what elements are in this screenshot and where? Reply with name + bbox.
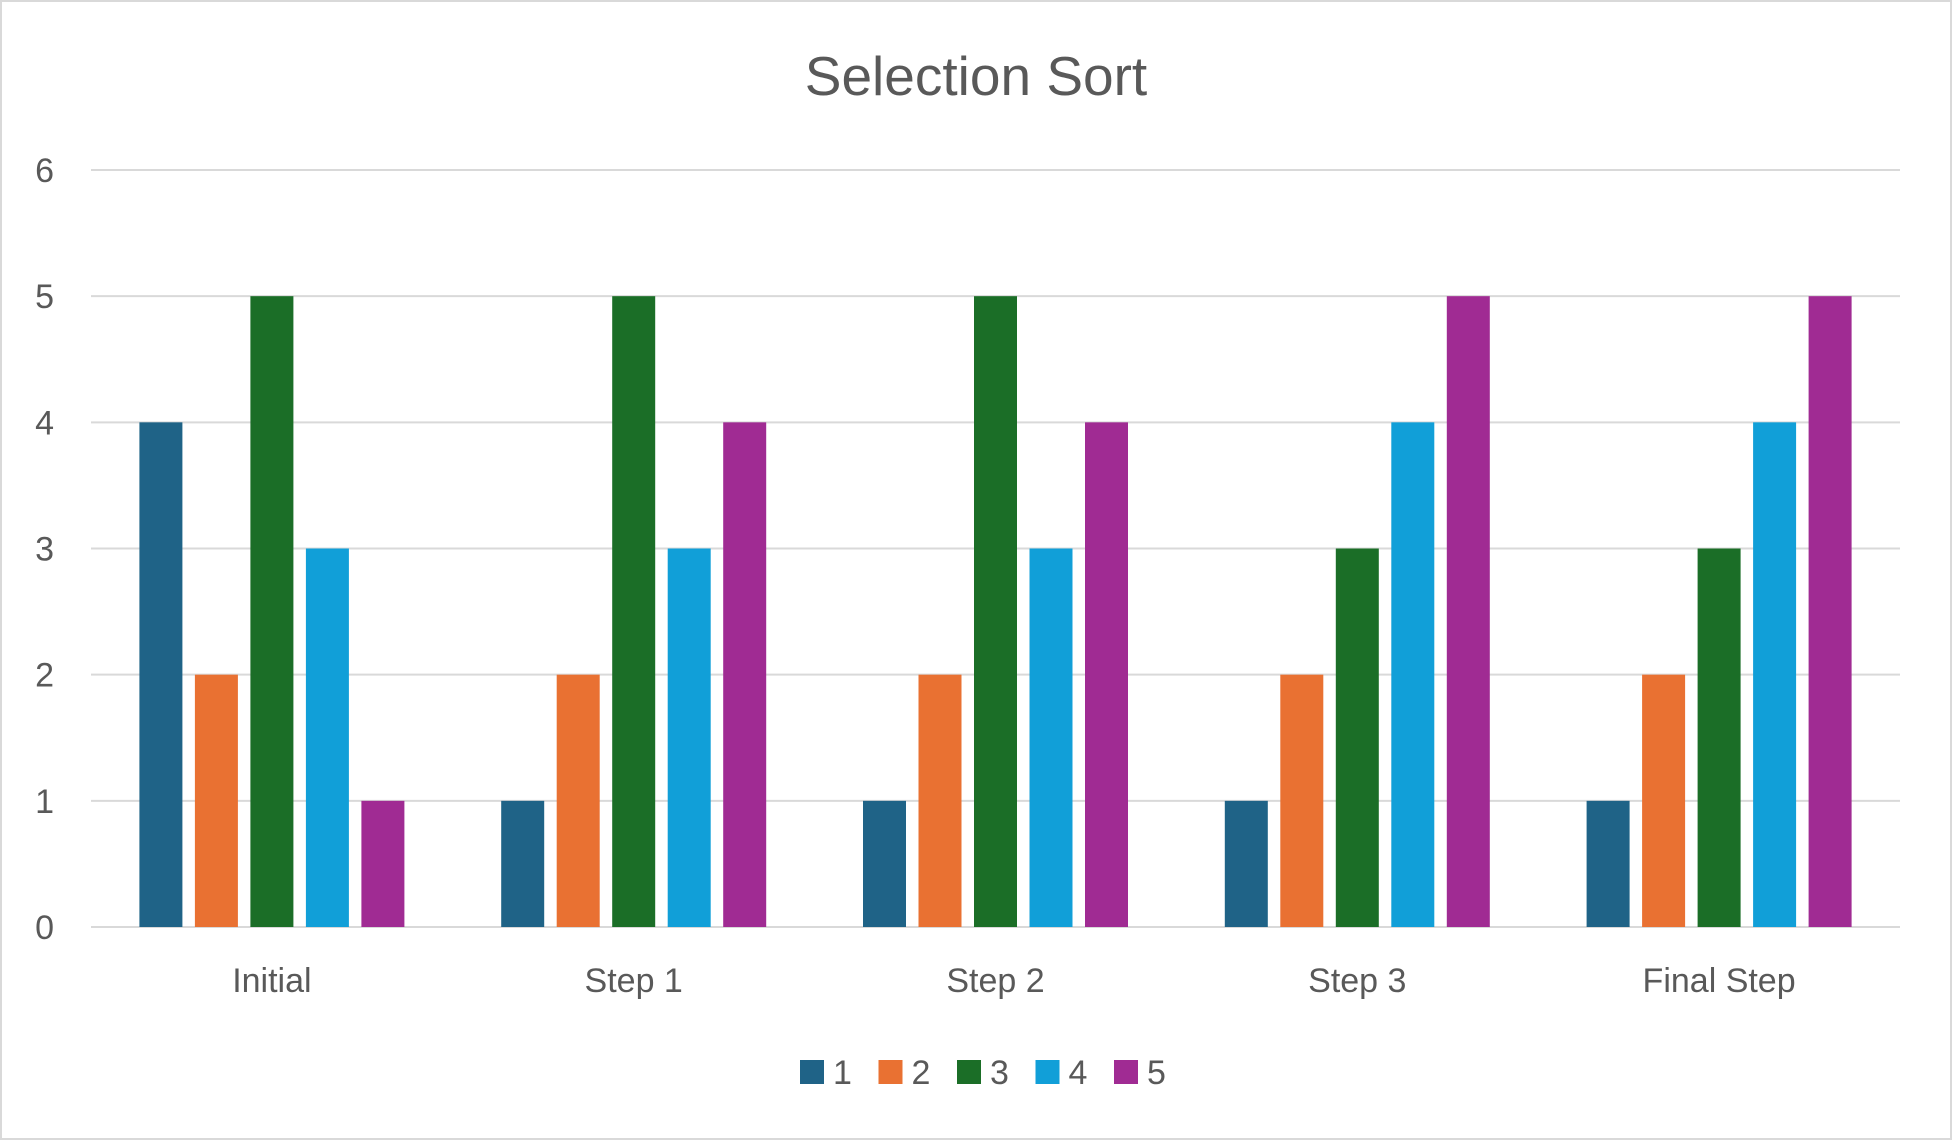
legend-label: 4	[1069, 1054, 1088, 1092]
bar-initial-series-3	[250, 296, 294, 928]
y-axis-ticks: 0 1 2 3 4 5 6	[35, 152, 54, 947]
legend-label: 3	[990, 1054, 1009, 1092]
x-tick-label: Initial	[232, 962, 311, 1000]
bar-final-step-series-4	[1753, 422, 1797, 927]
x-tick-label: Step 1	[585, 962, 683, 1000]
bar-step-3-series-4	[1391, 422, 1435, 927]
bar-step-2-series-2	[918, 674, 962, 927]
bar-initial-series-5	[361, 800, 405, 927]
legend-swatch-2	[878, 1060, 903, 1084]
bar-initial-series-1	[139, 422, 183, 927]
legend-swatch-4	[1035, 1060, 1060, 1084]
x-tick-label: Final Step	[1643, 962, 1796, 1000]
bar-final-step-series-2	[1642, 674, 1686, 927]
chart-title: Selection Sort	[805, 45, 1147, 107]
y-tick-label: 4	[35, 404, 54, 442]
bar-step-1-series-1	[501, 800, 545, 927]
y-tick-label: 5	[35, 278, 54, 316]
bar-step-3-series-3	[1335, 548, 1379, 927]
x-axis-ticks: Initial Step 1 Step 2 Step 3 Final Step	[232, 962, 1795, 1000]
bar-step-1-series-4	[667, 548, 711, 927]
bar-step-1-series-5	[723, 422, 767, 927]
y-tick-label: 0	[35, 909, 54, 947]
legend-label: 1	[833, 1054, 852, 1092]
x-tick-label: Step 3	[1308, 962, 1406, 1000]
bar-final-step-series-5	[1808, 296, 1852, 928]
legend-swatch-1	[800, 1060, 824, 1084]
legend: 1 2 3 4 5	[800, 1054, 1166, 1092]
y-tick-label: 1	[35, 783, 54, 821]
bar-step-2-series-3	[974, 296, 1017, 928]
bar-initial-series-2	[194, 674, 238, 927]
bar-step-2-series-5	[1085, 422, 1128, 927]
bar-final-step-series-1	[1586, 800, 1630, 927]
x-tick-label: Step 2	[946, 962, 1044, 1000]
bar-step-1-series-3	[612, 296, 656, 928]
y-tick-label: 2	[35, 657, 54, 695]
y-tick-label: 3	[35, 531, 54, 569]
legend-label: 2	[912, 1054, 931, 1092]
bar-step-3-series-2	[1280, 674, 1324, 927]
legend-swatch-5	[1114, 1060, 1138, 1084]
bar-final-step-series-3	[1697, 548, 1741, 927]
bar-step-3-series-1	[1224, 800, 1268, 927]
legend-swatch-3	[957, 1060, 981, 1084]
legend-label: 5	[1147, 1054, 1166, 1092]
bar-step-3-series-5	[1446, 296, 1490, 928]
bar-step-1-series-2	[556, 674, 600, 927]
bar-step-2-series-1	[863, 800, 906, 927]
bars	[139, 296, 1852, 928]
bar-step-2-series-4	[1029, 548, 1073, 927]
y-tick-label: 6	[35, 152, 54, 190]
bar-initial-series-4	[305, 548, 349, 927]
